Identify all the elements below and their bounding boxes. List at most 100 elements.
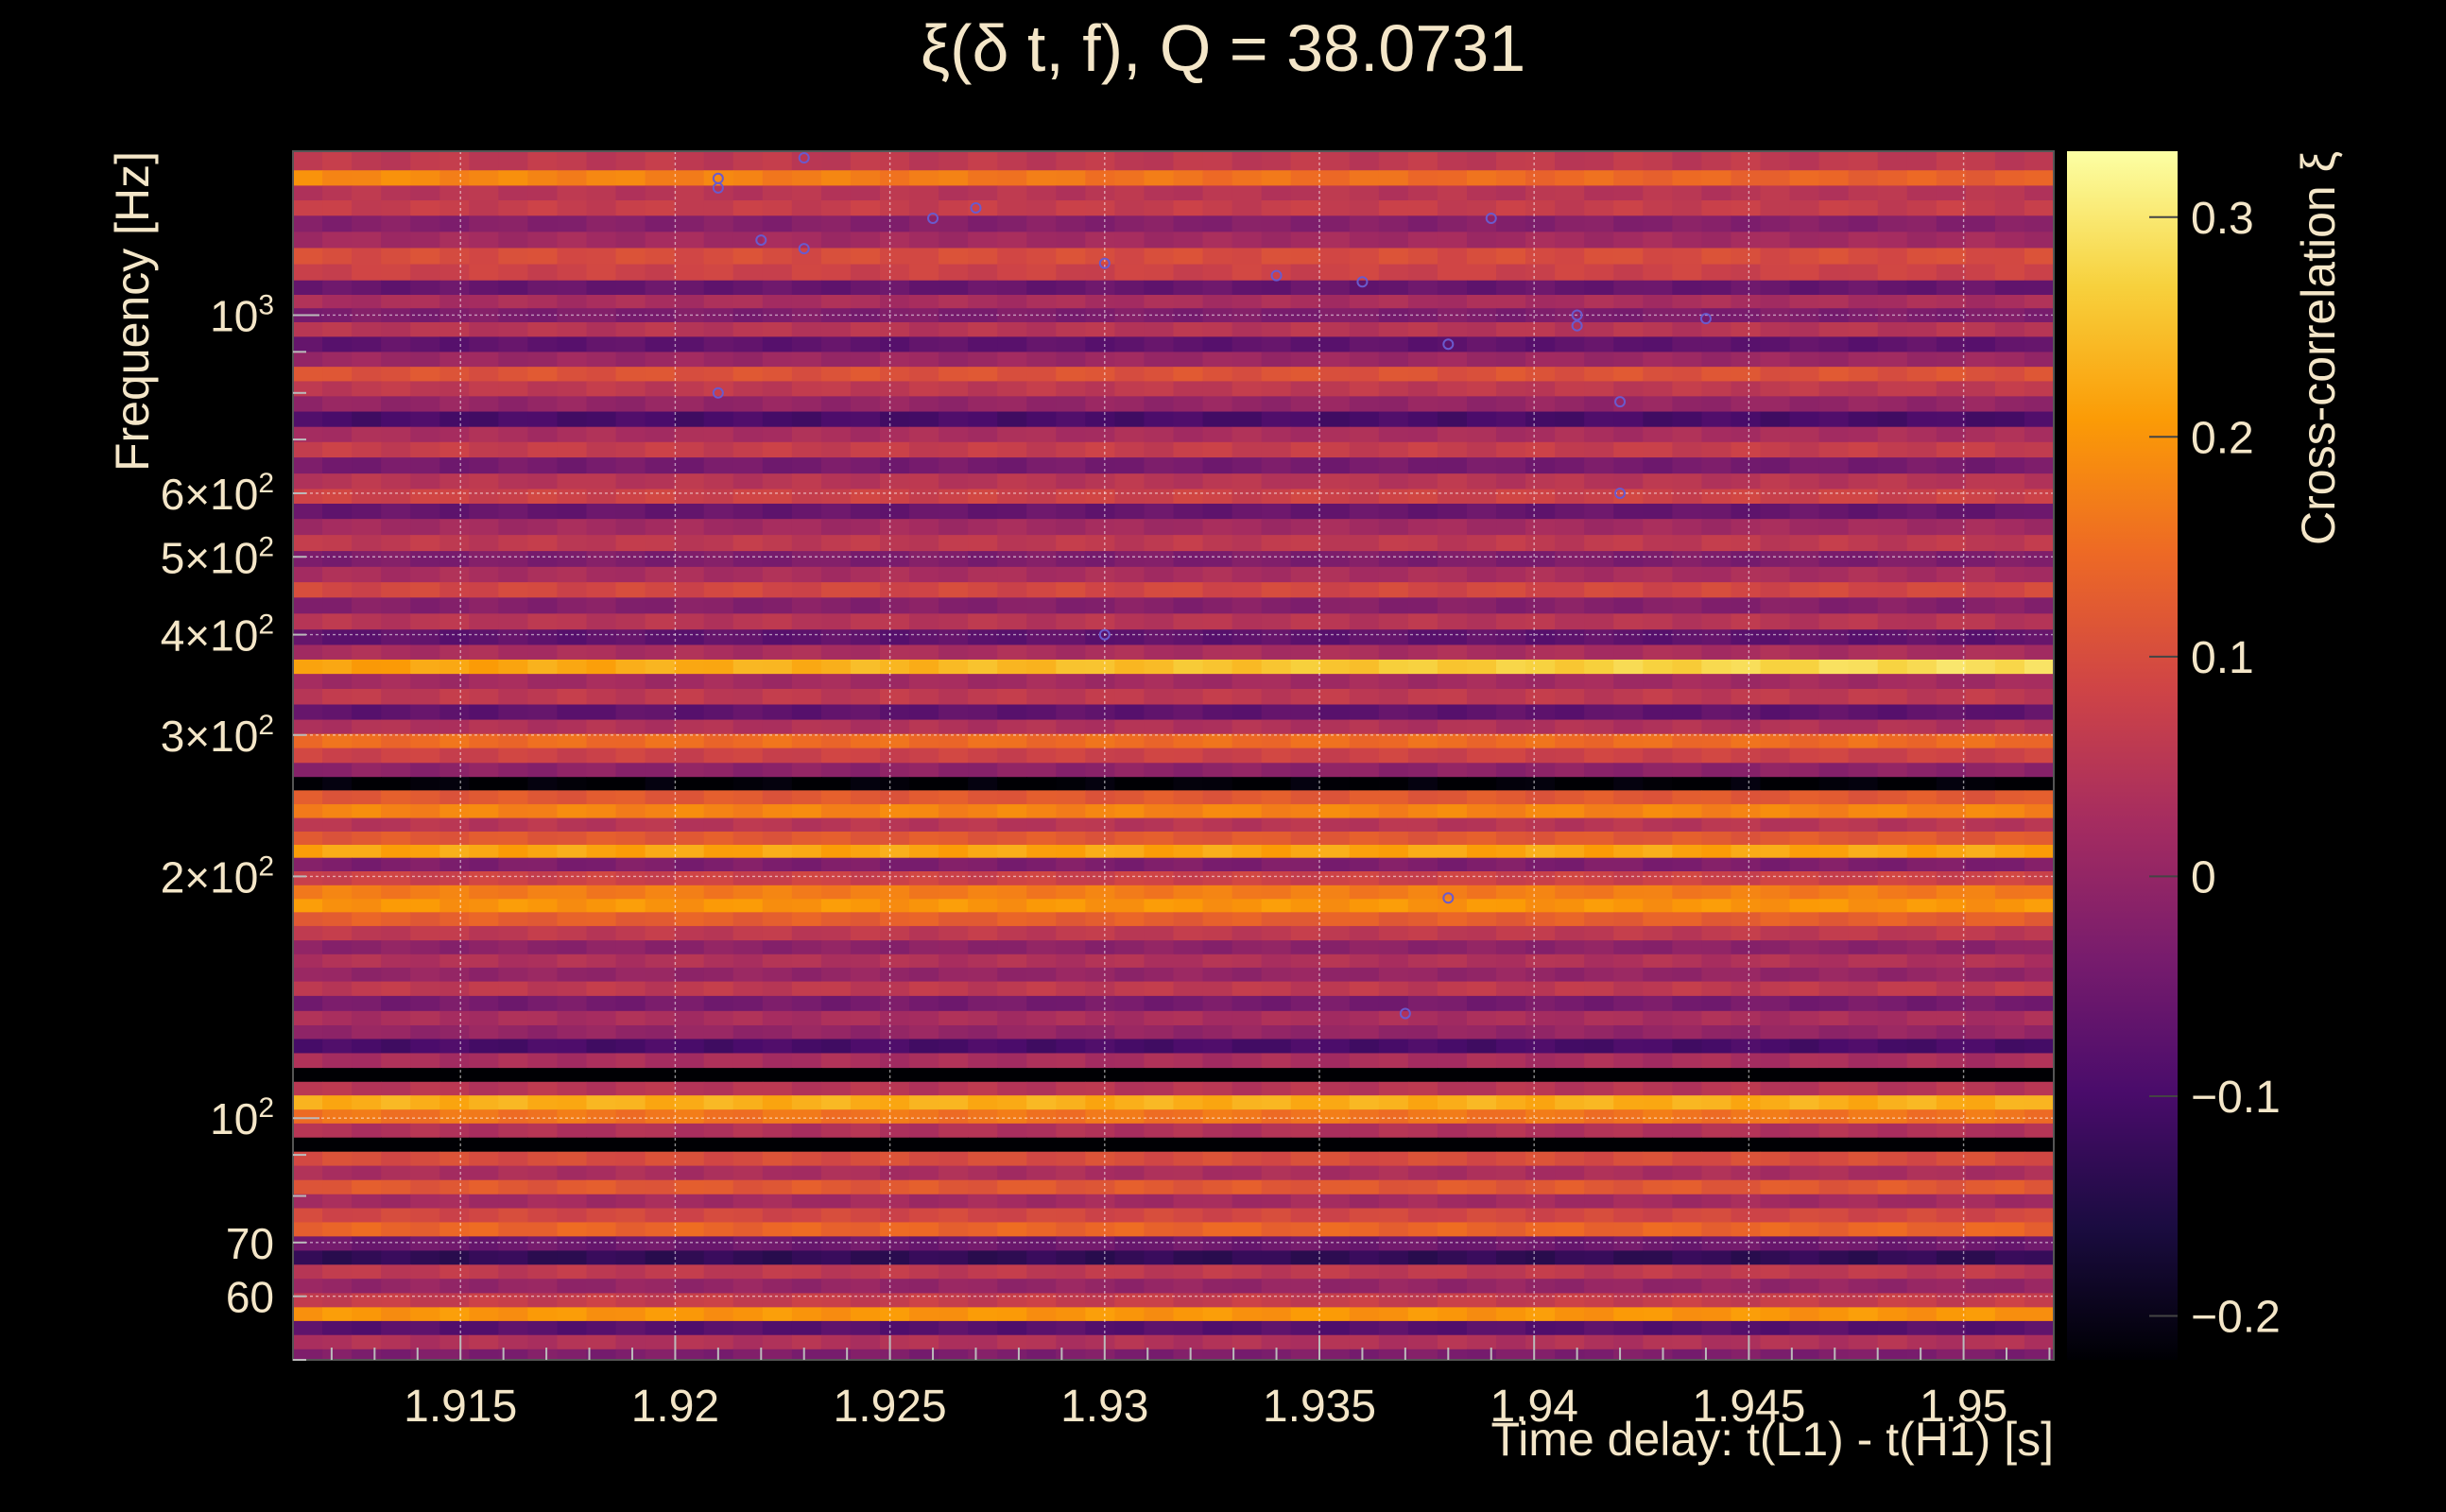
heatmap-cell xyxy=(762,925,793,941)
heatmap-cell xyxy=(1144,1165,1175,1181)
heatmap-cell xyxy=(1114,411,1145,428)
heatmap-cell xyxy=(1555,396,1585,413)
heatmap-cell xyxy=(469,1293,499,1308)
heatmap-cell xyxy=(762,733,793,749)
heatmap-cell xyxy=(791,352,822,368)
heatmap-cell xyxy=(791,308,822,323)
heatmap-cell xyxy=(527,519,559,536)
heatmap-cell xyxy=(762,489,793,505)
heatmap-cell xyxy=(1613,817,1644,833)
heatmap-cell xyxy=(1085,1236,1115,1252)
heatmap-cell xyxy=(410,1053,440,1069)
heatmap-cell xyxy=(615,1053,646,1069)
heatmap-cell xyxy=(1407,1010,1438,1026)
heatmap-cell xyxy=(1760,170,1791,186)
heatmap-cell xyxy=(1437,817,1468,833)
heatmap-cell xyxy=(1467,473,1497,490)
heatmap-cell xyxy=(1378,1123,1409,1139)
heatmap-cell xyxy=(1994,441,2025,458)
heatmap-cell xyxy=(381,1053,411,1069)
heatmap-cell xyxy=(703,264,734,282)
heatmap-cell xyxy=(1643,995,1673,1012)
heatmap-cell xyxy=(1261,885,1292,900)
heatmap-cell xyxy=(1965,1250,1996,1265)
heatmap-cell xyxy=(439,1349,470,1361)
heatmap-cell xyxy=(1144,1137,1175,1153)
heatmap-cell xyxy=(1760,629,1791,646)
heatmap-cell xyxy=(880,1025,910,1040)
heatmap-cell xyxy=(1525,844,1556,859)
heatmap-cell xyxy=(1643,688,1673,706)
heatmap-cell xyxy=(1026,644,1057,661)
heatmap-cell xyxy=(1994,1349,2025,1361)
heatmap-cell xyxy=(1437,1068,1468,1083)
heatmap-cell xyxy=(586,1165,617,1181)
heatmap-cell xyxy=(586,426,617,443)
heatmap-cell xyxy=(1994,411,2025,428)
heatmap-cell xyxy=(703,457,734,474)
heatmap-cell xyxy=(968,489,998,505)
heatmap-cell xyxy=(498,1334,528,1350)
heatmap-cell xyxy=(439,1264,470,1280)
heatmap-cell xyxy=(939,248,969,266)
heatmap-cell xyxy=(1467,831,1497,846)
heatmap-cell xyxy=(1936,597,1967,614)
heatmap-cell xyxy=(1731,1151,1762,1167)
heatmap-cell xyxy=(1349,551,1380,568)
heatmap-cell xyxy=(469,763,499,778)
heatmap-cell xyxy=(1202,151,1233,171)
heatmap-cell xyxy=(1085,831,1115,846)
heatmap-cell xyxy=(1261,1123,1292,1139)
heatmap-cell xyxy=(1877,733,1908,749)
heatmap-cell xyxy=(1085,719,1115,735)
heatmap-cell xyxy=(645,995,676,1012)
heatmap-cell xyxy=(762,232,793,249)
heatmap-cell xyxy=(352,396,382,413)
heatmap-cell xyxy=(1114,264,1145,282)
heatmap-cell xyxy=(1906,1307,1938,1322)
heatmap-cell xyxy=(1114,1025,1145,1040)
heatmap-cell xyxy=(1378,747,1409,764)
heatmap-cell xyxy=(1378,1109,1409,1125)
heatmap-cell xyxy=(1056,321,1086,337)
heatmap-cell xyxy=(1056,411,1086,428)
heatmap-cell xyxy=(586,185,617,201)
heatmap-cell xyxy=(527,981,559,997)
heatmap-cell xyxy=(498,519,528,536)
heatmap-cell xyxy=(1085,321,1115,337)
heatmap-cell xyxy=(1056,940,1086,955)
heatmap-cell xyxy=(1936,1137,1967,1153)
heatmap-cell xyxy=(1026,551,1057,568)
heatmap-cell xyxy=(557,519,588,536)
heatmap-cell xyxy=(557,899,588,913)
heatmap-cell xyxy=(939,503,969,520)
heatmap-cell xyxy=(762,1222,793,1237)
heatmap-cell xyxy=(1261,566,1292,583)
heatmap-cell xyxy=(557,870,588,886)
heatmap-cell xyxy=(1525,1236,1556,1252)
heatmap-cell xyxy=(1613,1307,1644,1322)
heatmap-cell xyxy=(1173,381,1204,397)
heatmap-cell xyxy=(1965,629,1996,646)
heatmap-cell xyxy=(1701,473,1732,490)
heatmap-cell xyxy=(2024,264,2055,282)
heatmap-cell xyxy=(352,441,382,458)
heatmap-cell xyxy=(968,817,998,833)
heatmap-cell xyxy=(498,597,528,614)
heatmap-cell xyxy=(2024,747,2055,764)
heatmap-cell xyxy=(968,473,998,490)
heatmap-cell xyxy=(1906,747,1938,764)
heatmap-cell xyxy=(615,1123,646,1139)
heatmap-cell xyxy=(2024,831,2055,846)
heatmap-cell xyxy=(1202,1279,1233,1295)
heatmap-cell xyxy=(1760,185,1791,201)
heatmap-cell xyxy=(1496,441,1526,458)
heatmap-cell xyxy=(469,1165,499,1181)
heatmap-cell xyxy=(1965,1053,1996,1069)
heatmap-cell xyxy=(850,967,881,983)
heatmap-cell xyxy=(1378,790,1409,805)
heatmap-cell xyxy=(381,264,411,282)
heatmap-cell xyxy=(1173,912,1204,927)
heatmap-cell xyxy=(1701,831,1732,846)
heatmap-cell xyxy=(1467,981,1497,997)
